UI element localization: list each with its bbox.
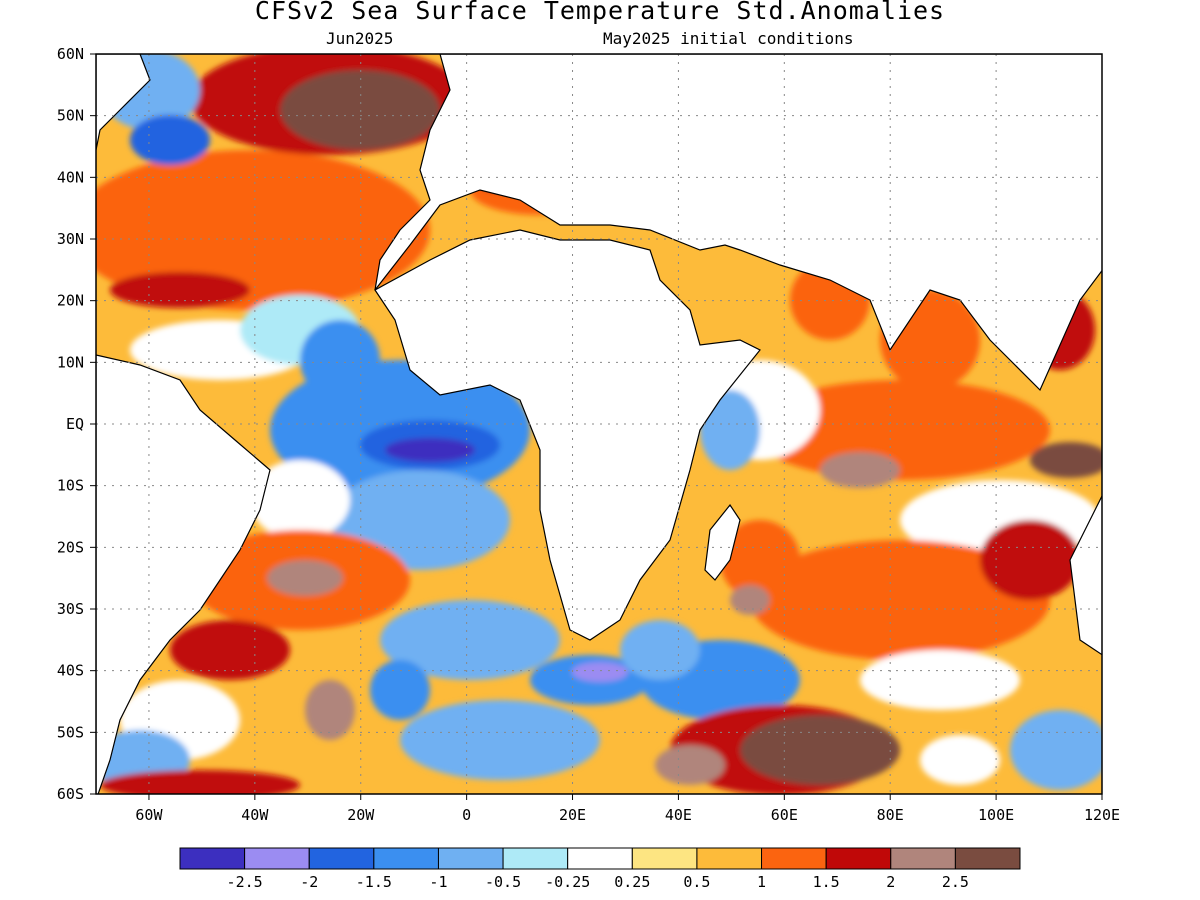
colorbar-swatch	[954, 847, 1021, 870]
colorbar-swatch	[696, 847, 763, 870]
colorbar-swatch	[502, 847, 569, 870]
y-tick-label: 20S	[57, 538, 84, 556]
colorbar-swatch	[567, 847, 633, 870]
colorbar-label: -2	[300, 873, 318, 891]
y-tick-label: 40S	[57, 662, 84, 680]
colorbar-swatch	[244, 847, 310, 870]
y-tick-label: 30S	[57, 600, 84, 618]
colorbar-label: -2.5	[227, 873, 263, 891]
colorbar-label: 1.5	[813, 873, 840, 891]
colorbar-label: -1	[429, 873, 447, 891]
colorbar-label: 2	[886, 873, 895, 891]
colorbar-swatch	[890, 847, 956, 870]
x-tick-label: 40E	[665, 806, 692, 824]
initial-conditions: May2025 initial conditions	[603, 29, 854, 48]
colorbar-swatch	[825, 847, 892, 870]
y-tick-label: 60S	[57, 785, 84, 803]
x-tick-label: 80E	[877, 806, 904, 824]
y-tick-label: 60N	[57, 45, 84, 63]
africa-south-landmass	[374, 229, 761, 641]
axis-ticks: 60W 40W 20W 0 20E 40E 60E 80E 100E 120E 60N 50N 40N 3…	[57, 45, 1120, 824]
colorbar-label: -0.25	[545, 873, 590, 891]
y-tick-label: 50N	[57, 107, 84, 125]
x-tick-label: 100E	[978, 806, 1014, 824]
colorbar-swatch	[373, 847, 439, 870]
x-tick-label: 0	[462, 806, 471, 824]
north-america	[96, 54, 151, 151]
x-tick-label: 20E	[559, 806, 586, 824]
chart-title: CFSv2 Sea Surface Temperature Std.Anomal…	[254, 0, 946, 25]
x-tick-label: 60W	[135, 806, 163, 824]
land	[96, 54, 1102, 794]
south-america	[96, 354, 271, 794]
colorbar-label: 0.5	[683, 873, 710, 891]
y-tick-label: 20N	[57, 292, 84, 310]
colorbar-swatch	[308, 847, 375, 870]
colorbar-label: -1.5	[356, 873, 392, 891]
colorbar-swatch	[631, 847, 698, 870]
x-tick-label: 40W	[241, 806, 269, 824]
x-tick-label: 120E	[1084, 806, 1120, 824]
colorbar-swatch	[761, 847, 827, 870]
colorbar-label: 2.5	[942, 873, 969, 891]
colorbar-swatch	[179, 847, 246, 870]
y-tick-label: 50S	[57, 723, 84, 741]
y-tick-label: 40N	[57, 168, 84, 186]
colorbar-swatch	[437, 847, 504, 870]
madagascar	[704, 503, 741, 581]
africa-arabia-landmass	[374, 54, 1102, 392]
forecast-month: Jun2025	[326, 29, 394, 48]
y-tick-label: 10S	[57, 477, 84, 495]
y-tick-label: 30N	[57, 230, 84, 248]
y-tick-label: 10N	[57, 353, 84, 371]
colorbar-label: 0.25	[614, 873, 650, 891]
x-tick-label: 60E	[771, 806, 798, 824]
colorbar-label: -0.5	[485, 873, 521, 891]
colorbar: -2.5 -2 -1.5 -1 -0.5 -0.25 0.25 0.5 1 1.5 2 2.5	[179, 847, 1021, 891]
x-tick-label: 20W	[347, 806, 375, 824]
australia	[1069, 494, 1102, 656]
y-tick-label: EQ	[66, 415, 84, 433]
colorbar-label: 1	[757, 873, 766, 891]
